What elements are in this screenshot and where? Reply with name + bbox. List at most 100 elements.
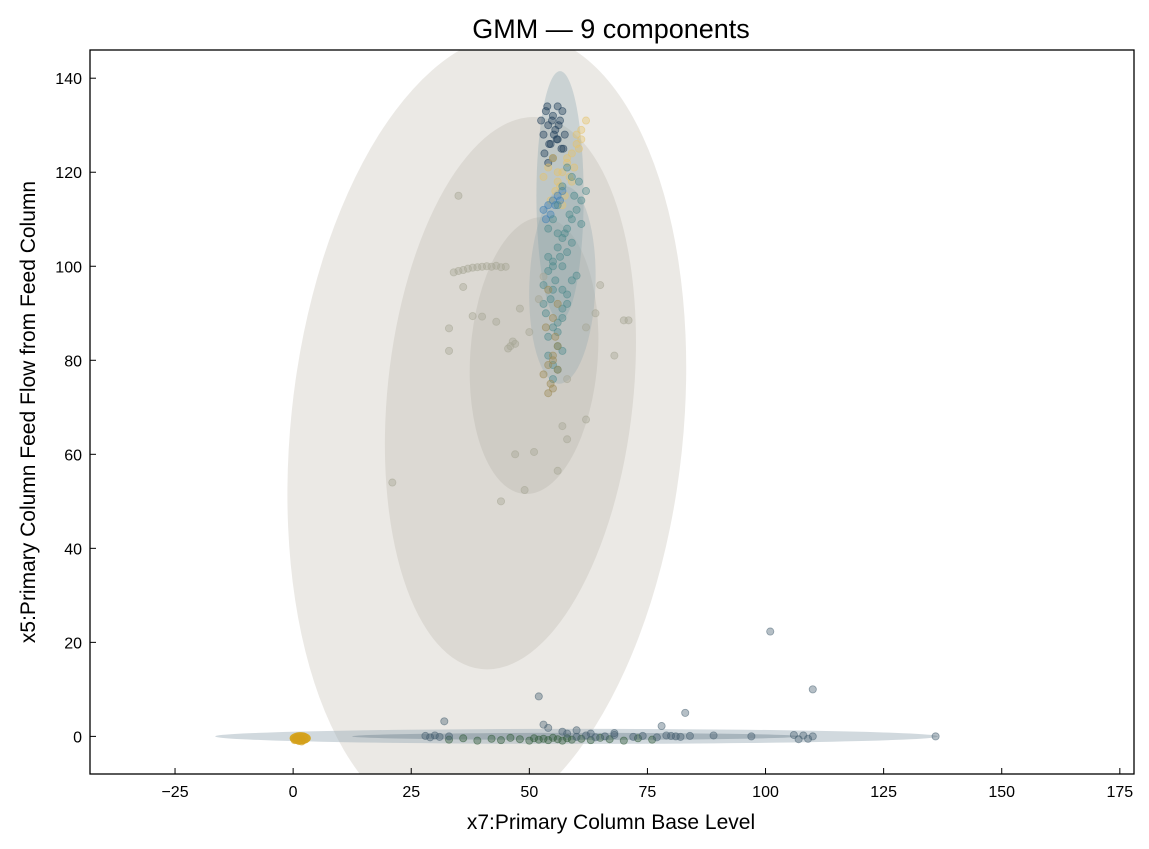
scatter-points [290, 102, 940, 746]
scatter-point [558, 727, 567, 736]
scatter-point [619, 736, 628, 745]
scatter-point [534, 692, 543, 701]
scatter-point [563, 248, 572, 257]
scatter-point [572, 130, 581, 139]
scatter-point [473, 736, 482, 745]
scatter-point [463, 264, 472, 273]
scatter-point [558, 262, 567, 271]
scatter-point [459, 282, 468, 291]
scatter-point [570, 163, 579, 172]
scatter-point [808, 732, 817, 741]
scatter-point [556, 116, 565, 125]
scatter-point [567, 172, 576, 181]
scatter-point [511, 339, 520, 348]
scatter-point [582, 731, 591, 740]
scatter-point [525, 328, 534, 337]
scatter-series [539, 187, 567, 224]
gmm-component-ellipse [536, 71, 584, 321]
scatter-point [492, 261, 501, 270]
scatter-point [577, 219, 586, 228]
scatter-point [541, 309, 550, 318]
scatter-point [563, 299, 572, 308]
scatter-point [572, 140, 581, 149]
y-tick-label: 100 [55, 259, 82, 276]
scatter-point [299, 732, 308, 741]
scatter-point [534, 295, 543, 304]
scatter-point [553, 735, 562, 744]
scatter-point [445, 346, 454, 355]
scatter-point [496, 736, 505, 745]
scatter-point [487, 262, 496, 271]
scatter-point [553, 318, 562, 327]
scatter-point [291, 734, 300, 743]
scatter-point [454, 191, 463, 200]
x-tick-label: 50 [520, 784, 538, 801]
scatter-point [619, 316, 628, 325]
scatter-point [747, 732, 756, 741]
scatter-point [525, 736, 534, 745]
scatter-point [520, 486, 529, 495]
scatter-point [556, 252, 565, 261]
scatter-point [553, 365, 562, 374]
plot-frame [89, 49, 1135, 775]
scatter-point [541, 323, 550, 332]
scatter-point [445, 732, 454, 741]
y-axis-label: x5:Primary Column Feed Flow from Feed Co… [17, 181, 40, 643]
scatter-point [563, 375, 572, 384]
scatter-series [388, 191, 633, 506]
scatter-point [558, 304, 567, 313]
scatter-point [545, 140, 554, 149]
scatter-point [582, 323, 591, 332]
y-tick-label: 0 [73, 729, 82, 746]
scatter-point [610, 351, 619, 360]
scatter-point [435, 732, 444, 741]
scatter-point [931, 732, 940, 741]
scatter-point [534, 735, 543, 744]
scatter-point [681, 708, 690, 717]
scatter-point [544, 266, 553, 275]
scatter-point [544, 163, 553, 172]
scatter-point [567, 238, 576, 247]
scatter-point [539, 172, 548, 181]
scatter-point [558, 107, 567, 116]
x-tick-label: 0 [289, 784, 298, 801]
x-tick-label: 75 [639, 784, 657, 801]
scatter-point [539, 734, 548, 743]
scatter-point [553, 342, 562, 351]
scatter-point [548, 375, 557, 384]
scatter-point [553, 168, 562, 177]
y-axis-ticks: 0 20 40 60 80 100 120 140 [55, 71, 96, 746]
scatter-point [548, 384, 557, 393]
scatter-point [541, 215, 550, 224]
scatter-point [515, 304, 524, 313]
x-tick-label: 175 [1106, 784, 1133, 801]
scatter-series [539, 285, 562, 398]
scatter-point [610, 730, 619, 739]
scatter-point [554, 121, 563, 130]
scatter-point [600, 732, 609, 741]
scatter-point [558, 182, 567, 191]
gmm-component-ellipse [469, 217, 599, 495]
scatter-point [586, 736, 595, 745]
scatter-point [388, 478, 397, 487]
scatter-point [553, 466, 562, 475]
gmm-ellipses [215, 50, 938, 774]
scatter-point [563, 163, 572, 172]
scatter-point [546, 379, 555, 388]
scatter-point [544, 736, 553, 745]
scatter-point [558, 285, 567, 294]
scatter-point [541, 107, 550, 116]
scatter-point [421, 731, 430, 740]
scatter-point [478, 312, 487, 321]
scatter-point [553, 328, 562, 337]
scatter-point [468, 312, 477, 321]
scatter-point [648, 735, 657, 744]
scatter-point [563, 290, 572, 299]
scatter-point [565, 210, 574, 219]
scatter-point [426, 733, 435, 742]
scatter-point [629, 732, 638, 741]
scatter-point [530, 734, 539, 743]
x-tick-label: 150 [988, 784, 1015, 801]
scatter-point [808, 685, 817, 694]
